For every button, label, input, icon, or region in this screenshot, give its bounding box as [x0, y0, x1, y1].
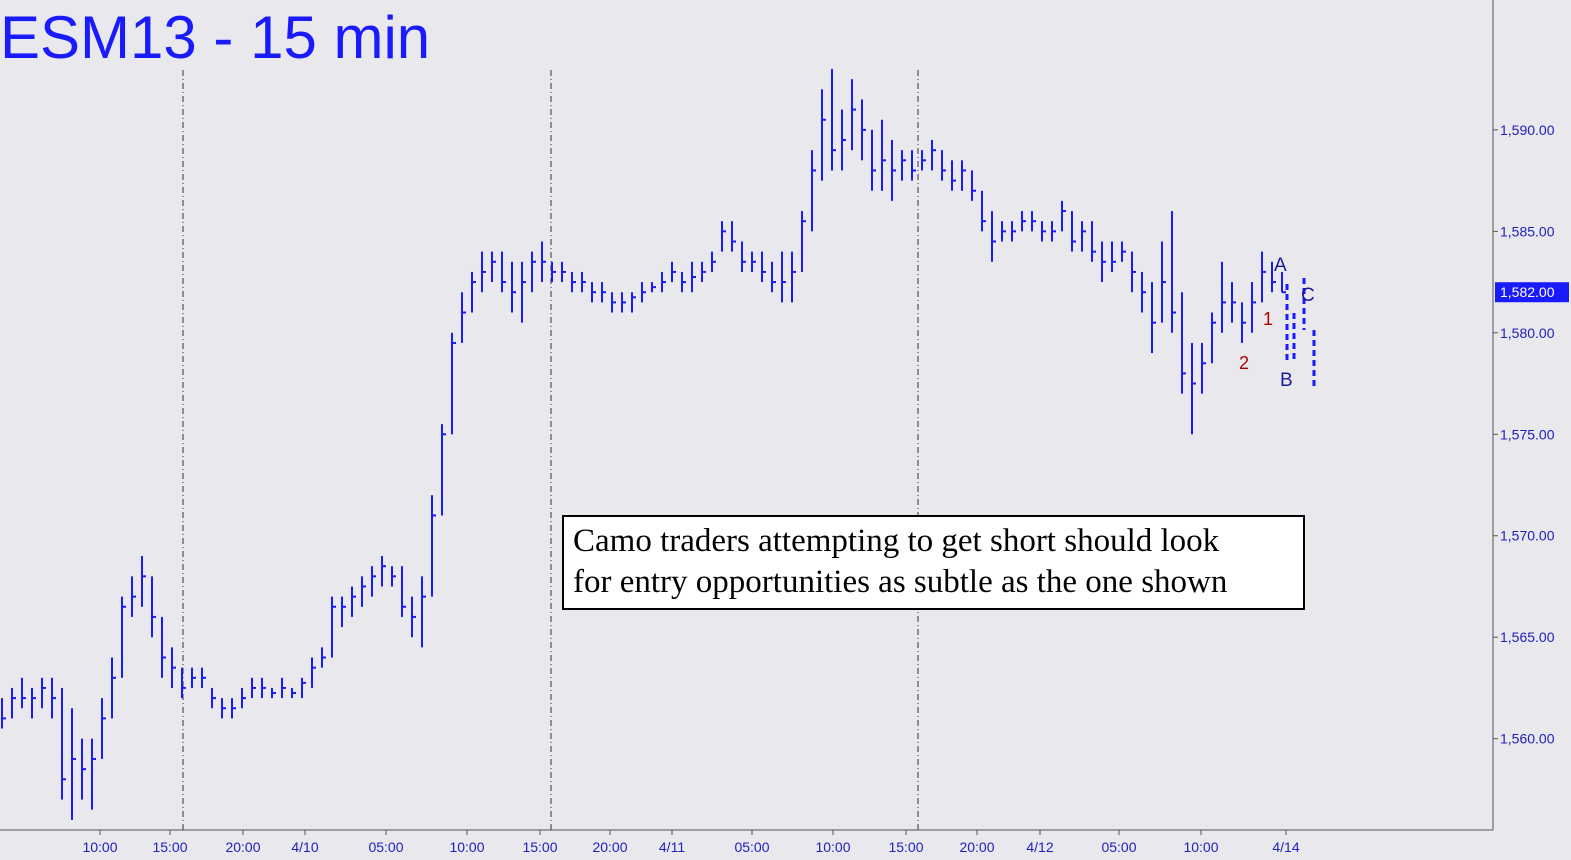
x-tick-label: 10:00: [1183, 839, 1218, 855]
x-tick-label: 10:00: [815, 839, 850, 855]
projection-lines: [1285, 278, 1316, 386]
note-text: for entry opportunities as subtle as the…: [573, 564, 1227, 600]
x-tick-label: 05:00: [734, 839, 769, 855]
x-tick-label: 20:00: [225, 839, 260, 855]
plot-area: [1, 68, 1286, 830]
x-tick-label: 20:00: [959, 839, 994, 855]
annotation: 2: [1239, 353, 1249, 373]
annotation: 1: [1263, 309, 1273, 329]
note-text: Camo traders attempting to get short sho…: [573, 523, 1220, 559]
x-tick-label: 15:00: [522, 839, 557, 855]
last-price-label: 1,582.00: [1500, 284, 1555, 300]
y-tick-label: 1,560.00: [1500, 731, 1555, 747]
last-price-box: [1495, 282, 1569, 303]
x-tick-label: 20:00: [592, 839, 627, 855]
x-tick-label: 10:00: [82, 839, 117, 855]
annotation: A: [1274, 255, 1287, 276]
chart-title: ESM13 - 15 min: [0, 4, 430, 71]
y-tick-label: 1,585.00: [1500, 223, 1555, 239]
x-tick-label: 15:00: [888, 839, 923, 855]
y-tick-label: 1,565.00: [1500, 629, 1555, 645]
x-tick-label: 15:00: [152, 839, 187, 855]
annotation: C: [1301, 285, 1315, 306]
x-tick-label: 4/12: [1026, 839, 1053, 855]
note-box: [562, 515, 1305, 610]
annotation: B: [1280, 370, 1293, 391]
y-tick-label: 1,580.00: [1500, 325, 1555, 341]
y-tick-label: 1,575.00: [1500, 426, 1555, 442]
x-tick-label: 4/14: [1272, 839, 1299, 855]
x-tick-label: 05:00: [1101, 839, 1136, 855]
x-tick-label: 10:00: [449, 839, 484, 855]
x-tick-label: 4/10: [291, 839, 318, 855]
y-tick-label: 1,590.00: [1500, 122, 1555, 138]
x-tick-label: 05:00: [368, 839, 403, 855]
y-tick-label: 1,570.00: [1500, 528, 1555, 544]
x-tick-label: 4/11: [659, 839, 685, 855]
